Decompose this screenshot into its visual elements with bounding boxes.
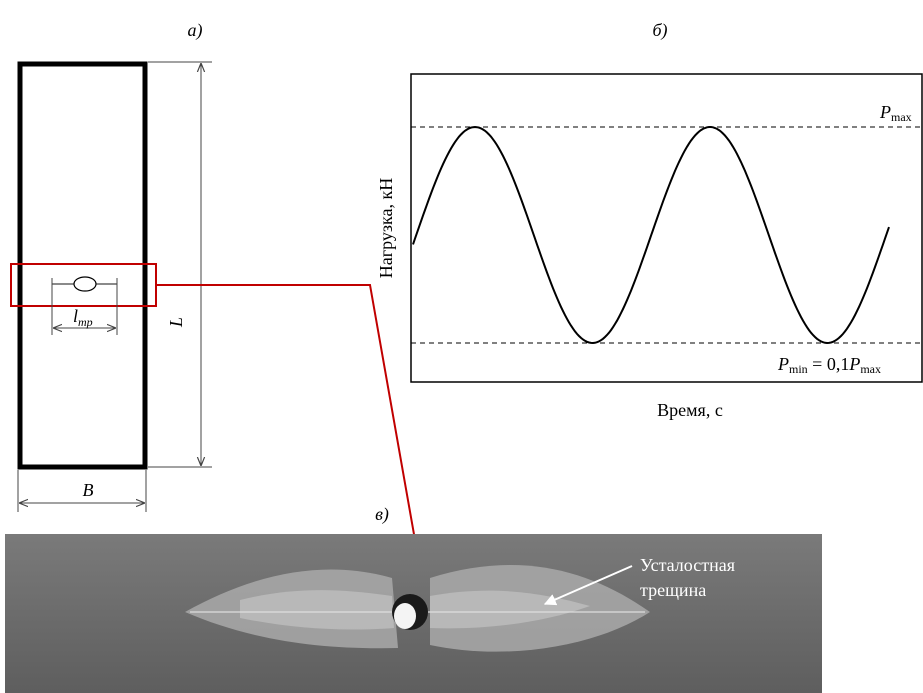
x-axis-label: Время, с [657,400,723,420]
panel-label: б) [652,20,667,41]
panel-label: в) [375,504,389,525]
annotation: трещина [640,580,706,600]
specimen [20,64,145,467]
annotation: Усталостная [640,555,735,575]
panel-label: а) [188,20,203,41]
figure: а) lтр L B б) Нагрузка, кН Время, с Pmax… [0,0,923,693]
connector-arrow [156,285,421,574]
y-axis-label: Нагрузка, кН [376,178,396,278]
pmin-label: Pmin = 0,1Pmax [777,354,881,376]
plot-frame [411,74,922,382]
dimension-label: B [83,480,94,500]
page: а) lтр L B б) Нагрузка, кН Время, с Pmax… [0,0,923,693]
pmax-label: Pmax [879,102,912,124]
dimension-label: L [166,317,186,328]
load-curve [413,127,889,343]
hole [74,277,96,291]
dimension-label: lтр [73,306,93,329]
hole-highlight [394,603,416,629]
